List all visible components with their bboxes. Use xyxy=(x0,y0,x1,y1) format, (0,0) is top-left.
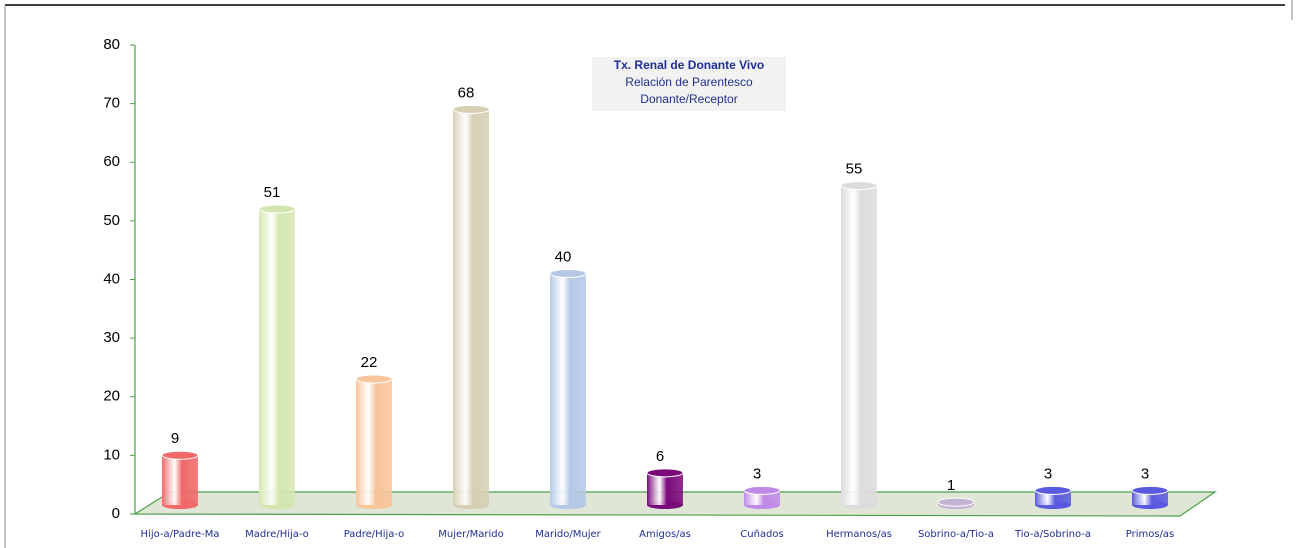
title-box xyxy=(592,57,786,111)
chart-subtitle: Donante/Receptor xyxy=(640,92,737,106)
bar-top xyxy=(452,104,490,114)
bar xyxy=(550,273,586,505)
y-tick-label: 0 xyxy=(112,505,120,522)
y-tick-label: 20 xyxy=(103,388,120,405)
bar-top xyxy=(937,497,975,507)
bar-top xyxy=(549,269,587,278)
value-label: 3 xyxy=(753,465,761,482)
bar-top xyxy=(355,374,393,384)
x-tick-label: Hermanos/as xyxy=(826,529,892,540)
y-tick-label: 50 xyxy=(103,212,120,229)
x-tick-label: Padre/Hija-o xyxy=(344,529,405,540)
value-label: 40 xyxy=(555,248,572,265)
bar-top xyxy=(161,450,199,460)
value-label: 9 xyxy=(171,430,179,447)
value-label: 6 xyxy=(656,448,664,465)
value-label: 1 xyxy=(947,477,955,494)
bar-top xyxy=(1034,485,1072,495)
chart-title: Tx. Renal de Donante Vivo xyxy=(614,58,764,72)
x-tick-label: Marido/Mujer xyxy=(535,529,601,540)
bar xyxy=(259,209,295,505)
value-label: 3 xyxy=(1044,465,1052,482)
y-tick-label: 80 xyxy=(103,36,120,53)
y-tick-label: 70 xyxy=(103,95,120,112)
x-tick-label: Mujer/Marido xyxy=(438,529,504,540)
bar-top xyxy=(1131,485,1169,495)
value-label: 55 xyxy=(846,161,863,178)
bar xyxy=(162,455,198,505)
x-tick-label: Sobrino-a/Tio-a xyxy=(918,529,994,540)
bar xyxy=(841,185,877,505)
x-tick-label: Hijo-a/Padre-Ma xyxy=(141,529,220,540)
value-label: 68 xyxy=(458,84,475,101)
bar-top xyxy=(840,181,878,191)
value-label: 22 xyxy=(361,354,378,371)
x-tick-label: Madre/Hija-o xyxy=(245,529,309,540)
y-tick-label: 10 xyxy=(103,446,120,463)
bar xyxy=(647,472,683,505)
bar-top xyxy=(743,485,781,495)
y-tick-label: 60 xyxy=(103,153,120,170)
bar xyxy=(356,379,392,505)
bar-top xyxy=(646,468,684,478)
x-tick-label: Cuñados xyxy=(740,529,783,540)
x-tick-label: Tio-a/Sobrino-a xyxy=(1014,529,1091,540)
bar xyxy=(453,109,489,505)
value-label: 51 xyxy=(264,184,281,201)
x-tick-label: Primos/as xyxy=(1126,529,1175,540)
bar-top xyxy=(258,204,296,214)
x-tick-label: Amigos/as xyxy=(639,529,691,540)
y-tick-label: 30 xyxy=(103,329,120,346)
value-label: 3 xyxy=(1141,465,1149,482)
chart-subtitle: Relación de Parentesco xyxy=(625,75,753,89)
y-tick-label: 40 xyxy=(103,270,120,287)
